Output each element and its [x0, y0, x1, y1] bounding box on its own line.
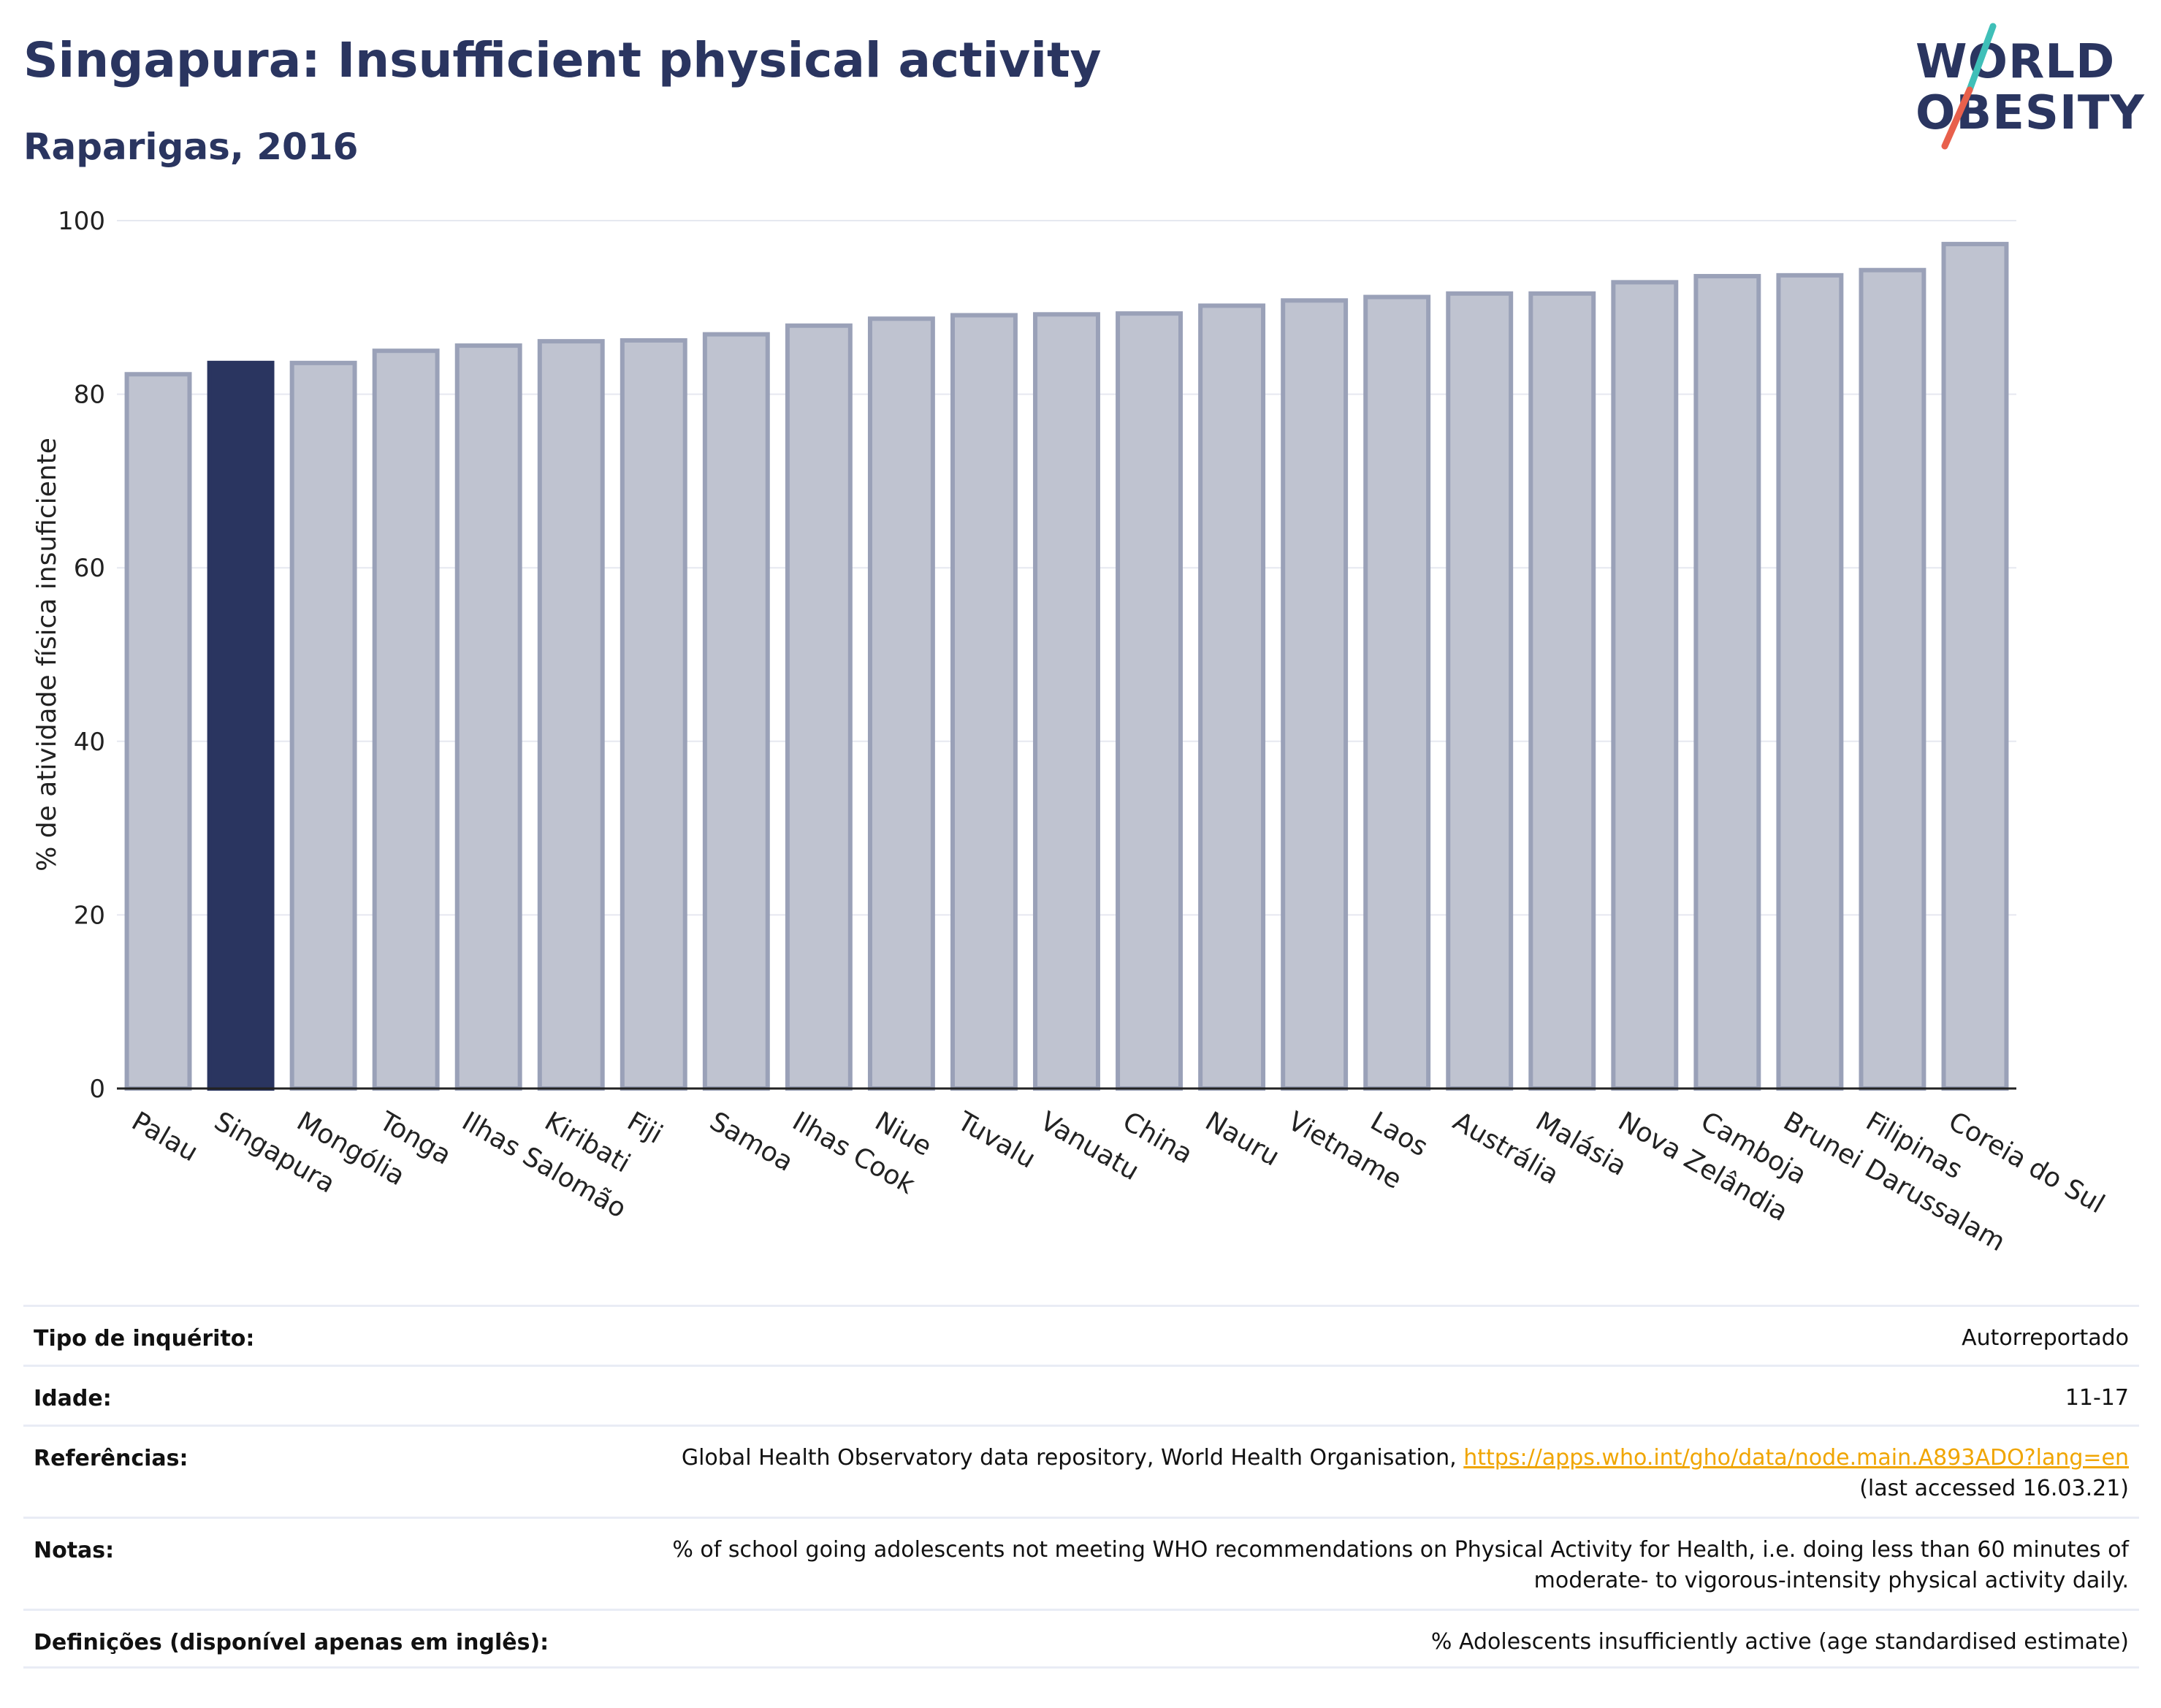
bar-tonga — [372, 348, 440, 1091]
bar-coreia-do-sul — [1941, 242, 2009, 1091]
bar-vietname — [1281, 298, 1349, 1091]
x-tick-label: Nauru — [1200, 1106, 1284, 1172]
bar-palau — [124, 372, 192, 1091]
info-value: % Adolescents insufficiently active (age… — [1430, 1629, 2129, 1655]
x-tick-label: Fiji — [622, 1106, 667, 1150]
bar-laos — [1363, 294, 1431, 1091]
logo-slash-icon — [1941, 23, 1997, 150]
info-label: Idade: — [34, 1386, 112, 1411]
info-row-definitions: Definições (disponível apenas em inglês)… — [23, 1609, 2139, 1669]
reference-text: Global Health Observatory data repositor… — [681, 1445, 1457, 1471]
bar-vanuatu — [1033, 312, 1100, 1091]
bar-chart: 0 20 40 60 80 100 % de atividade física insufi… — [32, 207, 2110, 1257]
bar-austr-lia — [1446, 291, 1514, 1091]
y-tick-label: 100 — [58, 207, 105, 236]
bar-ilhas-cook — [785, 323, 853, 1091]
bar-mong-lia — [289, 360, 357, 1091]
bar-nova-zel-ndia — [1611, 280, 1679, 1091]
info-value: 11-17 — [2065, 1385, 2129, 1411]
info-label: Definições (disponível apenas em inglês)… — [34, 1630, 549, 1655]
y-axis-label: % de atividade física insuficiente — [32, 438, 62, 872]
x-tick-label: Tuvalu — [952, 1106, 1040, 1175]
info-label: Referências: — [34, 1446, 188, 1471]
notes-line-1: % of school going adolescents not meetin… — [672, 1537, 2129, 1563]
notes-line-2: moderate- to vigorous-intensity physical… — [1533, 1568, 2129, 1593]
info-label: Notas: — [34, 1538, 115, 1563]
bar-fiji — [620, 338, 687, 1091]
y-tick-label: 60 — [74, 554, 105, 583]
bar-ilhas-salom-o — [454, 343, 522, 1091]
info-table: Tipo de inquérito: Autorreportado Idade:… — [23, 1305, 2139, 1669]
info-label: Tipo de inquérito: — [34, 1326, 255, 1351]
info-row-age: Idade: 11-17 — [23, 1365, 2139, 1425]
info-value: Global Health Observatory data repositor… — [682, 1427, 2129, 1517]
bar-mal-sia — [1528, 291, 1596, 1091]
reference-link[interactable]: https://apps.who.int/gho/data/node.main.… — [1463, 1445, 2129, 1471]
reference-accessed: (last accessed 16.03.21) — [1859, 1476, 2129, 1501]
bar-kiribati — [537, 339, 605, 1091]
x-tick-label: Samoa — [705, 1106, 799, 1178]
bar-nauru — [1198, 303, 1266, 1091]
logo-word-world: WORLD — [1916, 35, 2116, 89]
bar-camboja — [1693, 274, 1761, 1091]
info-value: Autorreportado — [1962, 1325, 2129, 1351]
world-obesity-logo: WORLD OBESITY — [1907, 20, 2148, 159]
bar-filipinas — [1859, 267, 1926, 1091]
info-row-survey-type: Tipo de inquérito: Autorreportado — [23, 1305, 2139, 1365]
bar-tuvalu — [950, 313, 1018, 1091]
info-row-notes: Notas: % of school going adolescents not… — [23, 1517, 2139, 1609]
info-value: % of school going adolescents not meetin… — [672, 1519, 2129, 1609]
bar-samoa — [702, 332, 770, 1091]
y-tick-label: 40 — [74, 728, 105, 757]
bar-singapura — [207, 360, 275, 1091]
info-row-references: Referências: Global Health Observatory d… — [23, 1425, 2139, 1517]
x-tick-label: Coreia do Sul — [1943, 1106, 2109, 1219]
y-tick-label: 80 — [74, 381, 105, 410]
x-tick-label: Palau — [126, 1106, 203, 1167]
bar-niue — [867, 316, 935, 1091]
page-subtitle: Raparigas, 2016 — [23, 126, 359, 168]
page-title: Singapura: Insufficient physical activit… — [23, 32, 1102, 88]
bar-brunei-darussalam — [1776, 272, 1844, 1091]
y-tick-label: 20 — [74, 901, 105, 930]
bar-china — [1116, 311, 1183, 1091]
y-tick-label: 0 — [89, 1075, 105, 1104]
